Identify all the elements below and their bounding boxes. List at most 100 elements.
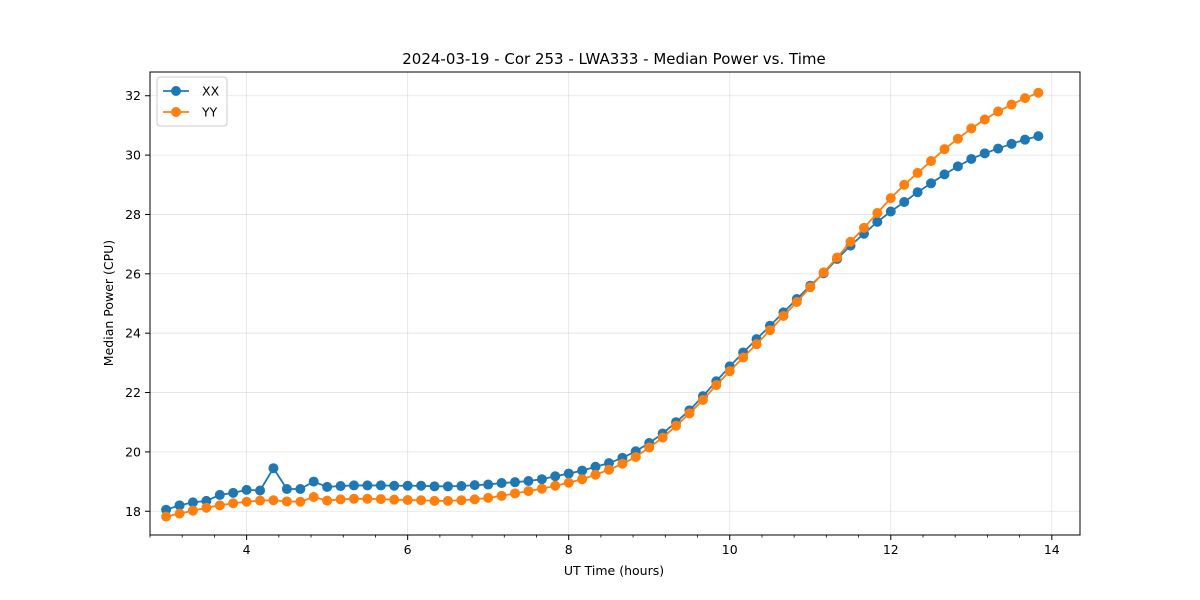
data-point-xx: [442, 481, 453, 492]
data-point-yy: [778, 310, 789, 321]
data-point-yy: [899, 179, 910, 190]
data-point-xx: [429, 481, 440, 492]
data-point-yy: [885, 193, 896, 204]
data-point-yy: [738, 352, 749, 363]
data-point-yy: [322, 495, 333, 506]
data-point-yy: [442, 495, 453, 506]
data-point-yy: [375, 494, 386, 505]
data-point-yy: [617, 458, 628, 469]
data-point-xx: [1006, 138, 1017, 149]
data-point-yy: [214, 500, 225, 511]
data-point-yy: [805, 282, 816, 293]
data-point-yy: [697, 394, 708, 405]
data-point-yy: [268, 495, 279, 506]
x-tick-label: 8: [565, 542, 573, 557]
data-point-yy: [1033, 87, 1044, 98]
data-point-xx: [550, 471, 561, 482]
data-point-yy: [161, 511, 172, 522]
data-point-yy: [509, 488, 520, 499]
data-point-yy: [469, 494, 480, 505]
data-point-yy: [912, 167, 923, 178]
data-point-yy: [402, 494, 413, 505]
series-layer: [161, 87, 1044, 522]
data-point-xx: [483, 479, 494, 490]
data-point-yy: [550, 480, 561, 491]
data-point-yy: [389, 494, 400, 505]
data-point-xx: [187, 497, 198, 508]
grid: [150, 72, 1080, 535]
data-point-yy: [255, 495, 266, 506]
data-point-yy: [241, 496, 252, 507]
data-point-xx: [926, 178, 937, 189]
data-point-yy: [174, 508, 185, 519]
data-point-yy: [201, 502, 212, 513]
data-point-yy: [281, 496, 292, 507]
data-point-yy: [563, 477, 574, 488]
data-point-xx: [268, 463, 279, 474]
data-point-yy: [724, 366, 735, 377]
legend: XX YY: [156, 76, 228, 127]
data-point-yy: [187, 505, 198, 516]
data-point-xx: [402, 480, 413, 491]
data-point-yy: [335, 494, 346, 505]
data-point-yy: [818, 267, 829, 278]
data-point-yy: [603, 464, 614, 475]
data-point-yy: [979, 114, 990, 125]
data-point-yy: [684, 408, 695, 419]
data-point-xx: [939, 169, 950, 180]
y-tick-label: 30: [125, 148, 141, 163]
data-point-yy: [751, 339, 762, 350]
data-point-yy: [1006, 99, 1017, 110]
data-point-xx: [979, 148, 990, 159]
data-point-xx: [295, 483, 306, 494]
data-point-yy: [791, 297, 802, 308]
data-point-yy: [429, 495, 440, 506]
data-point-yy: [832, 252, 843, 263]
data-point-yy: [228, 498, 239, 509]
data-point-xx: [255, 485, 266, 496]
data-point-yy: [872, 207, 883, 218]
data-point-yy: [1020, 93, 1031, 104]
y-tick-label: 18: [125, 504, 141, 519]
data-point-yy: [348, 493, 359, 504]
data-point-yy: [483, 492, 494, 503]
y-tick-label: 24: [125, 326, 141, 341]
data-point-xx: [523, 475, 534, 486]
data-point-xx: [214, 489, 225, 500]
x-tick-label: 10: [722, 542, 738, 557]
data-point-xx: [872, 216, 883, 227]
data-point-xx: [348, 480, 359, 491]
data-point-xx: [899, 196, 910, 207]
y-tick-label: 32: [125, 88, 141, 103]
x-tick-label: 14: [1044, 542, 1060, 557]
x-tick-label: 12: [883, 542, 899, 557]
data-point-xx: [496, 478, 507, 489]
data-point-xx: [375, 480, 386, 491]
data-point-yy: [644, 442, 655, 453]
legend-entry-yy: YY: [163, 105, 218, 120]
legend-label-yy: YY: [201, 105, 218, 120]
data-point-yy: [362, 493, 373, 504]
data-point-xx: [885, 206, 896, 217]
x-tick-label: 4: [243, 542, 251, 557]
data-point-xx: [590, 461, 601, 472]
x-tick-label: 6: [404, 542, 412, 557]
data-point-yy: [966, 123, 977, 134]
data-point-yy: [523, 486, 534, 497]
data-point-yy: [456, 495, 467, 506]
data-point-xx: [1033, 131, 1044, 142]
data-point-xx: [362, 480, 373, 491]
data-point-xx: [536, 474, 547, 485]
data-point-yy: [845, 236, 856, 247]
data-point-xx: [469, 480, 480, 491]
data-point-yy: [765, 325, 775, 336]
data-point-yy: [416, 495, 427, 506]
data-point-yy: [671, 420, 682, 431]
y-tick-label: 28: [125, 207, 141, 222]
data-point-xx: [563, 468, 574, 479]
data-point-yy: [308, 492, 319, 503]
data-point-yy: [590, 469, 601, 480]
y-tick-label: 26: [125, 266, 141, 281]
data-point-yy: [630, 451, 641, 462]
